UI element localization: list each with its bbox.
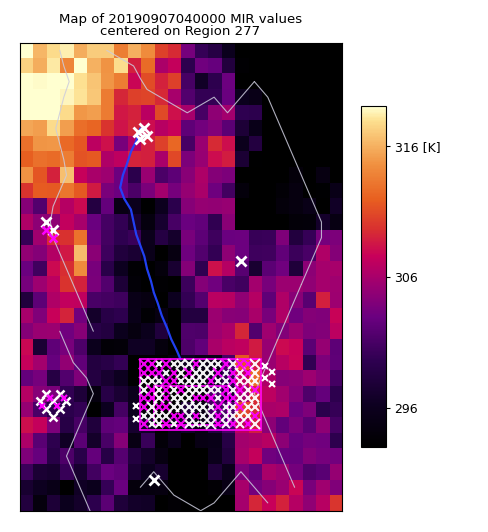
Text: Map of 20190907040000 MIR values: Map of 20190907040000 MIR values bbox=[59, 13, 302, 26]
Text: centered on Region 277: centered on Region 277 bbox=[101, 25, 261, 38]
Bar bbox=[154, 386, 227, 425]
Bar bbox=[141, 359, 261, 429]
